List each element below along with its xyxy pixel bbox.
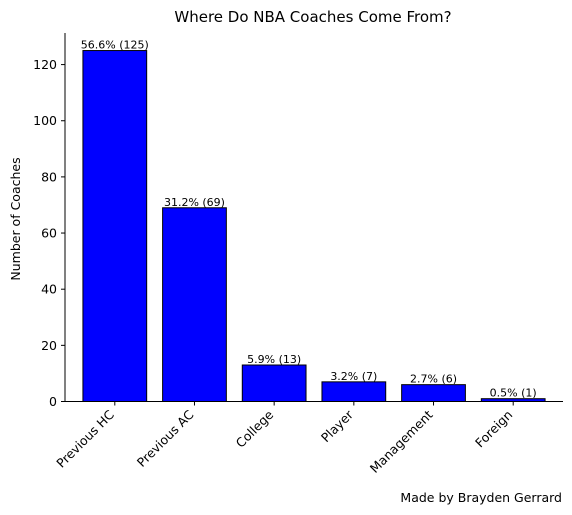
data-label: 56.6% (125)	[81, 39, 149, 52]
bar	[321, 381, 387, 403]
y-tick-label: 80	[41, 169, 57, 184]
credit-text: Made by Brayden Gerrard	[400, 490, 562, 505]
y-tick-label: 60	[41, 226, 57, 241]
x-tick-label: College	[233, 407, 277, 451]
plot-area: 0 20 40 60 80 100 120 56.6% (125) Previous HC 31.…	[33, 39, 546, 476]
bar	[241, 364, 307, 402]
data-label: 2.7% (6)	[410, 373, 457, 386]
x-tick-label: Player	[318, 406, 357, 445]
y-tick-label: 120	[33, 57, 57, 72]
chart-title: Where Do NBA Coaches Come From?	[174, 8, 451, 26]
x-tick-label: Previous AC	[134, 407, 197, 470]
y-tick-label: 40	[41, 282, 57, 297]
y-axis-label: Number of Coaches	[8, 157, 23, 280]
y-tick-label: 20	[41, 338, 57, 353]
data-label: 0.5% (1)	[490, 387, 537, 400]
y-tick-label: 100	[33, 113, 57, 128]
data-label: 3.2% (7)	[330, 370, 377, 383]
y-tick-label: 0	[49, 394, 57, 409]
data-label: 31.2% (69)	[164, 196, 225, 209]
x-tick-label: Management	[367, 407, 436, 476]
x-tick-label: Previous HC	[53, 407, 117, 471]
bar	[401, 384, 466, 403]
bar	[162, 207, 227, 402]
x-tick-label: Foreign	[472, 407, 515, 450]
data-label: 5.9% (13)	[247, 353, 301, 366]
bar	[82, 50, 148, 403]
